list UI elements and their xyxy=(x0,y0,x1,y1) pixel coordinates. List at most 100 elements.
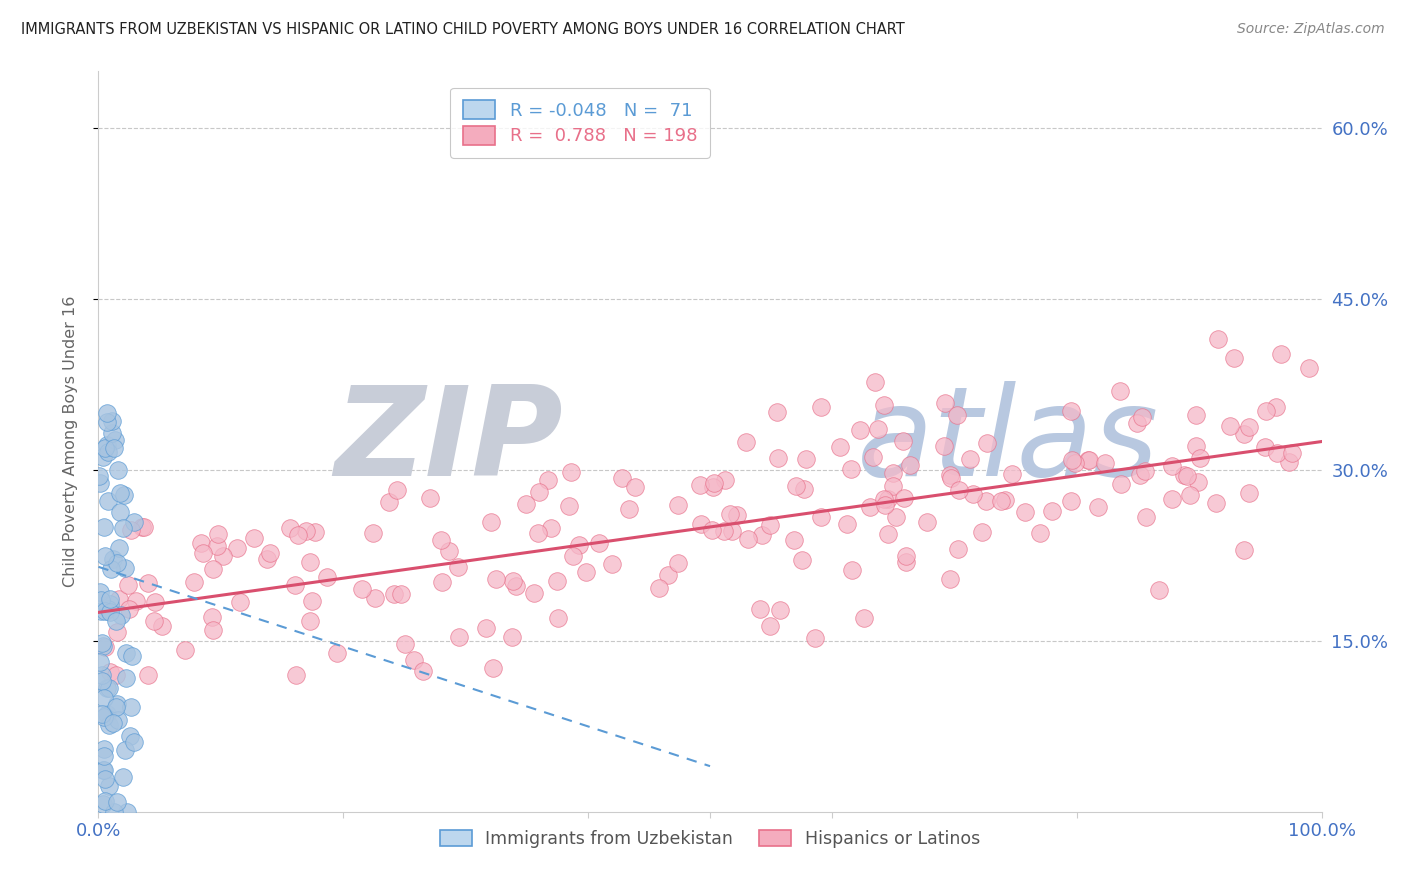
Point xyxy=(278,521,301,535)
Point xyxy=(873,398,896,412)
Point xyxy=(648,582,671,596)
Point xyxy=(768,603,790,617)
Point xyxy=(810,400,832,414)
Point xyxy=(98,717,121,731)
Point xyxy=(893,491,915,506)
Text: Source: ZipAtlas.com: Source: ZipAtlas.com xyxy=(1237,22,1385,37)
Point xyxy=(103,715,125,730)
Point xyxy=(294,524,316,538)
Point xyxy=(97,602,120,616)
Point xyxy=(207,539,229,553)
Point xyxy=(505,579,527,593)
Point xyxy=(104,700,127,714)
Point xyxy=(105,556,128,570)
Point xyxy=(835,517,858,532)
Point xyxy=(793,482,815,496)
Point xyxy=(90,593,112,607)
Point xyxy=(689,477,711,491)
Point xyxy=(377,495,399,509)
Point xyxy=(713,524,735,538)
Point xyxy=(714,473,737,487)
Point xyxy=(515,497,537,511)
Point xyxy=(93,742,115,756)
Point xyxy=(804,632,827,646)
Point xyxy=(932,438,955,452)
Point xyxy=(859,500,882,514)
Point xyxy=(87,469,110,483)
Point xyxy=(735,435,758,450)
Point xyxy=(873,491,896,506)
Point xyxy=(1135,509,1157,524)
Point xyxy=(1040,503,1063,517)
Point xyxy=(229,595,252,609)
Y-axis label: Child Poverty Among Boys Under 16: Child Poverty Among Boys Under 16 xyxy=(63,296,77,587)
Point xyxy=(143,594,166,608)
Point xyxy=(1218,419,1240,434)
Point xyxy=(810,510,832,524)
Point xyxy=(1175,469,1198,483)
Point xyxy=(1087,500,1109,514)
Point xyxy=(173,643,195,657)
Point xyxy=(1077,453,1099,467)
Point xyxy=(482,661,505,675)
Point xyxy=(624,480,647,494)
Point xyxy=(259,545,281,559)
Point xyxy=(575,566,598,580)
Point xyxy=(1254,440,1277,454)
Point xyxy=(1147,582,1170,597)
Point xyxy=(256,552,278,566)
Point xyxy=(437,544,460,558)
Point xyxy=(946,408,969,422)
Point xyxy=(94,442,117,456)
Point xyxy=(104,433,127,447)
Point xyxy=(792,553,814,567)
Point xyxy=(96,415,118,429)
Point xyxy=(725,508,748,522)
Point xyxy=(915,515,938,529)
Point xyxy=(546,574,568,588)
Point xyxy=(93,763,115,777)
Point xyxy=(100,562,122,576)
Point xyxy=(91,797,114,811)
Point xyxy=(107,463,129,477)
Point xyxy=(1178,488,1201,502)
Point xyxy=(759,517,782,532)
Point xyxy=(1064,456,1087,470)
Point xyxy=(703,475,725,490)
Point xyxy=(475,621,498,635)
Point xyxy=(111,770,134,784)
Point xyxy=(299,614,322,628)
Point xyxy=(1130,409,1153,424)
Point xyxy=(1029,526,1052,541)
Point xyxy=(207,527,229,541)
Point xyxy=(284,578,307,592)
Point xyxy=(107,541,129,555)
Point xyxy=(1265,400,1288,414)
Point xyxy=(794,452,817,467)
Point xyxy=(1109,477,1132,491)
Point xyxy=(93,640,115,655)
Point xyxy=(382,586,405,600)
Point xyxy=(98,591,121,606)
Point xyxy=(1187,475,1209,489)
Point xyxy=(882,466,904,480)
Point xyxy=(1205,495,1227,509)
Point xyxy=(120,700,142,714)
Point xyxy=(479,516,502,530)
Point xyxy=(93,748,115,763)
Point xyxy=(785,479,807,493)
Point xyxy=(430,533,453,547)
Point xyxy=(1278,455,1301,469)
Text: atlas: atlas xyxy=(856,381,1159,502)
Point xyxy=(1126,416,1149,430)
Point xyxy=(1014,505,1036,519)
Point xyxy=(959,452,981,467)
Point xyxy=(884,509,907,524)
Point xyxy=(89,584,111,599)
Point xyxy=(136,668,159,682)
Point xyxy=(862,450,884,464)
Point xyxy=(285,668,308,682)
Point xyxy=(447,630,470,644)
Point xyxy=(211,549,233,563)
Point xyxy=(600,557,623,571)
